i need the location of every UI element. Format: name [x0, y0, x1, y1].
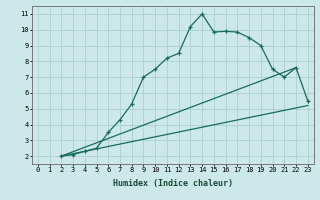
- X-axis label: Humidex (Indice chaleur): Humidex (Indice chaleur): [113, 179, 233, 188]
